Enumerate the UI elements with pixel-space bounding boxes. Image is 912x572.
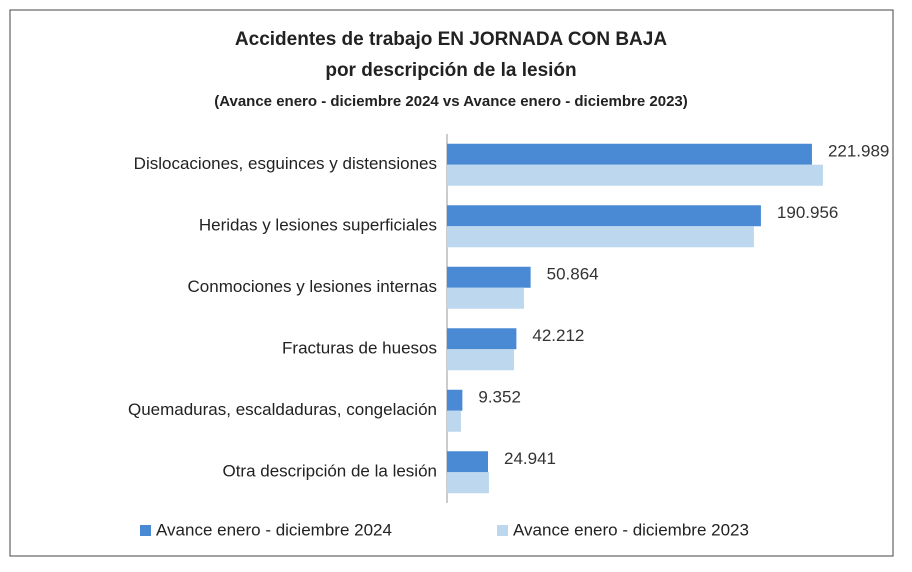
bar xyxy=(447,349,515,371)
data-label: 50.864 xyxy=(547,265,599,284)
data-label: 42.212 xyxy=(532,326,584,345)
legend-label: Avance enero - diciembre 2023 xyxy=(513,520,749,539)
data-label: 221.989 xyxy=(828,142,889,161)
chart-title-line2: por descripción de la lesión xyxy=(325,60,576,81)
data-label: 9.352 xyxy=(478,388,521,407)
chart-title: Accidentes de trabajo EN JORNADA CON BAJ… xyxy=(235,29,667,50)
category-label: Heridas y lesiones superficiales xyxy=(199,216,437,235)
data-label: 190.956 xyxy=(777,203,838,222)
category-label: Dislocaciones, esguinces y distensiones xyxy=(134,154,437,173)
bar xyxy=(447,389,463,411)
category-label: Otra descripción de la lesión xyxy=(222,462,437,481)
category-label: Fracturas de huesos xyxy=(282,339,437,358)
data-label: 24.941 xyxy=(504,449,556,468)
category-label: Conmociones y lesiones internas xyxy=(188,277,437,296)
bar xyxy=(447,472,489,494)
bar xyxy=(447,226,754,248)
bar xyxy=(447,164,823,186)
legend-swatch xyxy=(140,525,151,536)
bar xyxy=(447,410,461,432)
bar xyxy=(447,451,489,473)
bar xyxy=(447,266,531,288)
legend-swatch xyxy=(497,525,508,536)
bar xyxy=(447,328,517,350)
chart-subtitle: (Avance enero - diciembre 2024 vs Avance… xyxy=(214,93,688,110)
bar xyxy=(447,205,761,227)
bar xyxy=(447,287,524,309)
category-label: Quemaduras, escaldaduras, congelación xyxy=(128,400,437,419)
legend-label: Avance enero - diciembre 2024 xyxy=(156,520,392,539)
bar xyxy=(447,143,812,165)
